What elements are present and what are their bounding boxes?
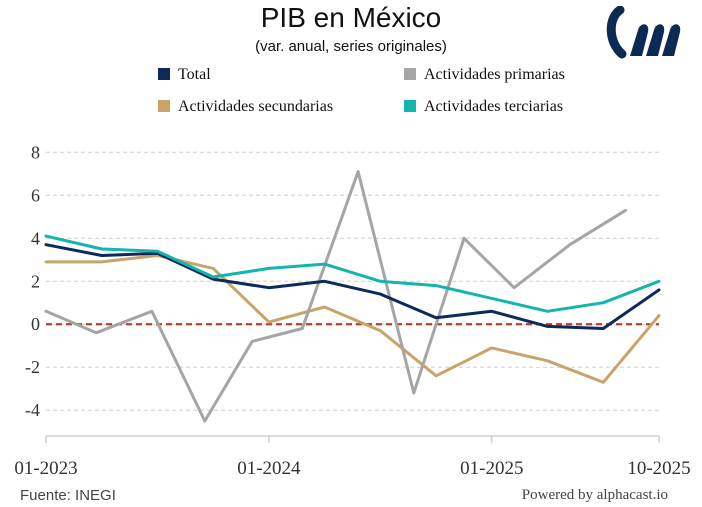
series-line-actividades-primarias — [44, 170, 628, 423]
series-line-actividades-terciarias — [44, 234, 661, 313]
chart-subtitle: (var. anual, series originales) — [255, 38, 447, 55]
legend-item-terciarias: Actividades terciarias — [404, 98, 563, 116]
series-line-total — [44, 243, 661, 330]
y-tick-label: 6 — [31, 185, 40, 205]
legend-label-primarias: Actividades primarias — [424, 66, 565, 83]
legend-swatch-terciarias — [404, 100, 416, 112]
alphacast-logo-icon — [606, 6, 681, 59]
y-tick-label: -2 — [25, 357, 40, 377]
legend-swatch-total — [158, 68, 170, 80]
y-tick-label: 2 — [31, 271, 40, 291]
legend-label-total: Total — [178, 66, 211, 83]
y-tick-label: 0 — [31, 314, 40, 334]
source-note: Fuente: INEGI — [20, 487, 116, 504]
legend-swatch-secundarias — [158, 100, 170, 112]
powered-by-note: Powered by alphacast.io — [521, 487, 668, 503]
y-tick-label: 8 — [31, 142, 40, 162]
x-tick-label: 01-2023 — [14, 458, 77, 479]
legend-item-total: Total — [158, 66, 211, 84]
x-tick-label: 10-2025 — [627, 458, 690, 479]
legend-label-secundarias: Actividades secundarias — [178, 98, 334, 115]
legend-label-terciarias: Actividades terciarias — [424, 98, 564, 115]
legend-swatch-primarias — [404, 68, 416, 80]
chart-title: PIB en México — [260, 2, 442, 33]
y-tick-label: -4 — [25, 400, 40, 420]
series-line-actividades-secundarias — [44, 254, 661, 384]
x-tick-label: 01-2024 — [237, 458, 301, 479]
legend-item-secundarias: Actividades secundarias — [158, 98, 333, 116]
y-tick-label: 4 — [31, 228, 40, 248]
x-tick-label: 01-2025 — [460, 458, 523, 479]
legend-item-primarias: Actividades primarias — [404, 66, 565, 84]
